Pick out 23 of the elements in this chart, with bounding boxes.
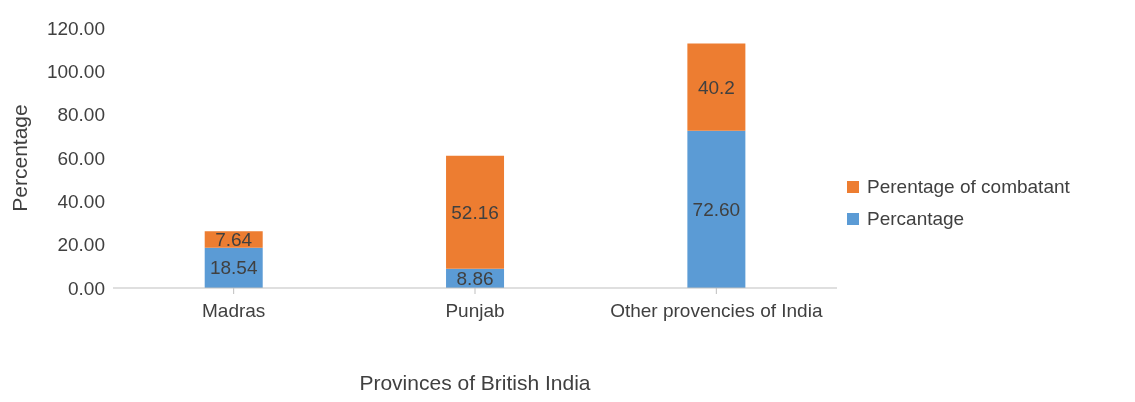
data-label: 72.60 (692, 198, 741, 220)
y-tick-label: 80.00 (57, 104, 105, 126)
x-axis-title: Provinces of British India (359, 371, 591, 394)
data-label: 8.86 (456, 267, 494, 289)
data-label: 18.54 (209, 257, 258, 279)
x-tick-label: Other provencies of India (610, 300, 823, 322)
y-tick-label: 60.00 (57, 147, 105, 169)
y-tick-label: 20.00 (57, 234, 105, 256)
data-label: 52.16 (451, 201, 499, 223)
data-label: 40.2 (697, 76, 735, 98)
bar (446, 155, 505, 269)
data-label: 7.64 (215, 229, 253, 251)
legend-label: Percantage (867, 208, 965, 230)
bar (687, 130, 746, 288)
y-tick-label: 0.00 (68, 277, 105, 299)
legend-label: Perentage of combatant (867, 176, 1070, 198)
x-tick-label: Madras (201, 300, 266, 322)
y-tick-label: 40.00 (57, 191, 105, 213)
y-tick-label: 100.00 (46, 61, 105, 83)
x-tick-label: Punjab (445, 300, 505, 322)
y-tick-label: 120.00 (46, 17, 105, 39)
y-axis-title: Percentage (8, 104, 32, 212)
bar (687, 43, 746, 131)
